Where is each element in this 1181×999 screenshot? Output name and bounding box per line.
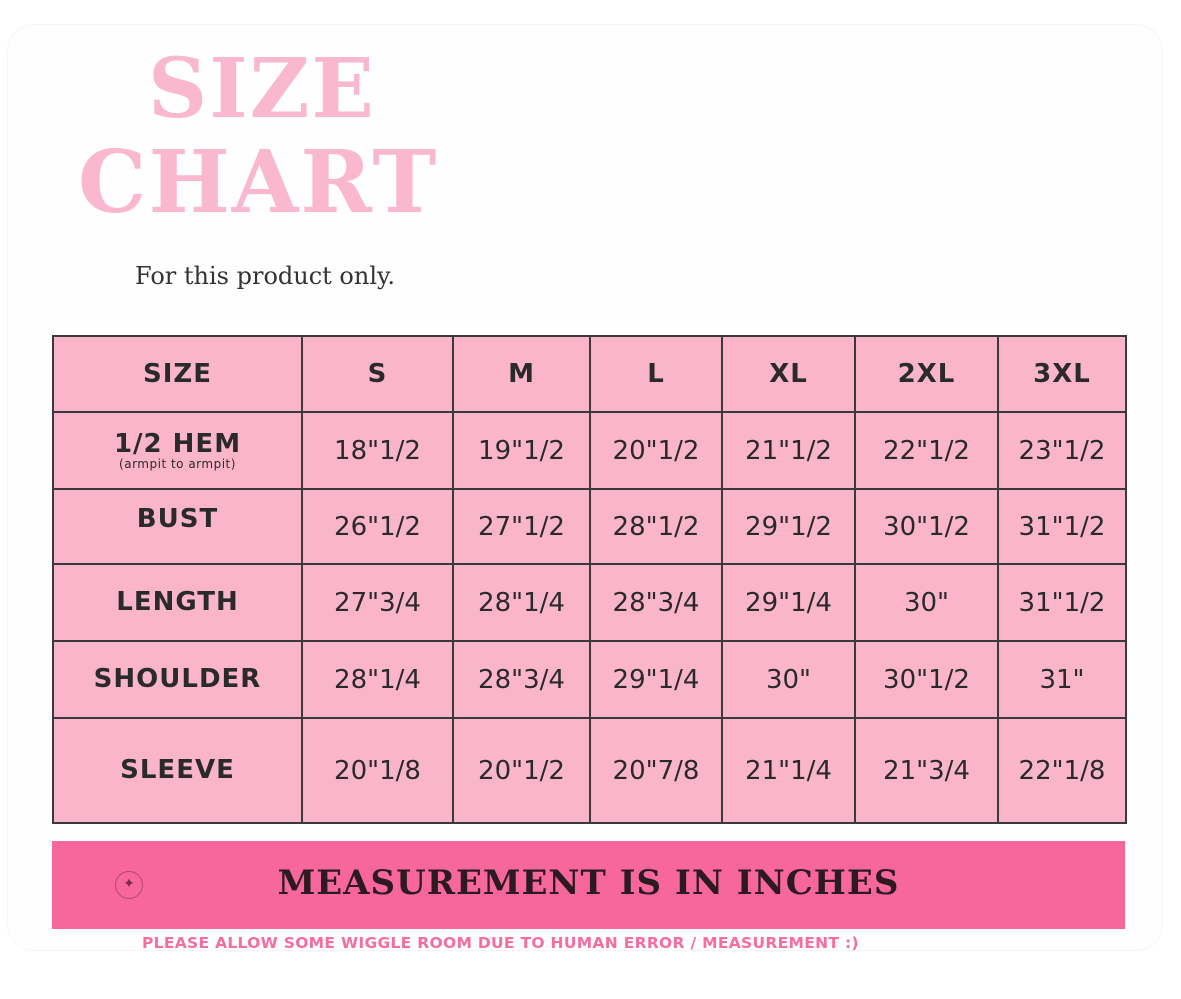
table-cell: 29"1/4 [721,563,856,642]
table-cell: 22"1/2 [854,411,999,490]
table-cell: 31"1/2 [997,488,1127,565]
page-title-size: SIZE [148,41,376,137]
table-cell: 19"1/2 [452,411,591,490]
sparkle-icon: ✦ [115,871,143,899]
table-cell: 21"1/2 [721,411,856,490]
table-cell: 31"1/2 [997,563,1127,642]
wiggle-room-note: PLEASE ALLOW SOME WIGGLE ROOM DUE TO HUM… [142,934,859,952]
row-sublabel: (armpit to armpit) [119,456,236,471]
column-header-size: SIZE [52,335,303,413]
table-cell: 27"3/4 [301,563,454,642]
column-header-2xl: 2XL [854,335,999,413]
product-note: For this product only. [135,262,396,290]
table-row-half-hem: 1/2 HEM (armpit to armpit) 18"1/2 19"1/2… [52,411,1127,490]
row-label-half-hem: 1/2 HEM (armpit to armpit) [52,411,303,490]
row-label-text: 1/2 HEM [113,428,242,459]
table-row-sleeve: SLEEVE 20"1/8 20"1/2 20"7/8 21"1/4 21"3/… [52,717,1127,824]
row-label-length: LENGTH [52,563,303,642]
table-cell: 28"3/4 [452,640,591,719]
table-cell: 29"1/2 [721,488,856,565]
table-cell: 30" [721,640,856,719]
table-cell: 20"7/8 [589,717,723,824]
column-header-3xl: 3XL [997,335,1127,413]
table-cell: 30" [854,563,999,642]
table-cell: 26"1/2 [301,488,454,565]
table-cell: 28"1/4 [452,563,591,642]
table-cell: 28"1/2 [589,488,723,565]
table-cell: 30"1/2 [854,640,999,719]
table-row-bust: BUST 26"1/2 27"1/2 28"1/2 29"1/2 30"1/2 … [52,488,1127,565]
column-header-s: S [301,335,454,413]
row-label-shoulder: SHOULDER [52,640,303,719]
measurement-unit-text: MEASUREMENT IS IN INCHES [277,863,900,903]
table-cell: 21"1/4 [721,717,856,824]
column-header-xl: XL [721,335,856,413]
page-title-chart: CHART [78,132,439,233]
table-cell: 21"3/4 [854,717,999,824]
table-cell: 23"1/2 [997,411,1127,490]
size-table: SIZE S M L XL 2XL 3XL 1/2 HEM (armpit to… [52,335,1127,824]
table-cell: 18"1/2 [301,411,454,490]
table-row-length: LENGTH 27"3/4 28"1/4 28"3/4 29"1/4 30" 3… [52,563,1127,642]
table-cell: 28"1/4 [301,640,454,719]
table-cell: 30"1/2 [854,488,999,565]
column-header-m: M [452,335,591,413]
table-cell: 20"1/2 [589,411,723,490]
measurement-banner: ✦ MEASUREMENT IS IN INCHES [52,841,1125,929]
table-cell: 22"1/8 [997,717,1127,824]
table-header-row: SIZE S M L XL 2XL 3XL [52,335,1127,413]
table-cell: 29"1/4 [589,640,723,719]
row-label-sleeve: SLEEVE [52,717,303,824]
table-cell: 28"3/4 [589,563,723,642]
table-cell: 31" [997,640,1127,719]
row-label-bust: BUST [52,488,303,565]
table-row-shoulder: SHOULDER 28"1/4 28"3/4 29"1/4 30" 30"1/2… [52,640,1127,719]
column-header-l: L [589,335,723,413]
table-cell: 20"1/2 [452,717,591,824]
table-cell: 27"1/2 [452,488,591,565]
table-cell: 20"1/8 [301,717,454,824]
